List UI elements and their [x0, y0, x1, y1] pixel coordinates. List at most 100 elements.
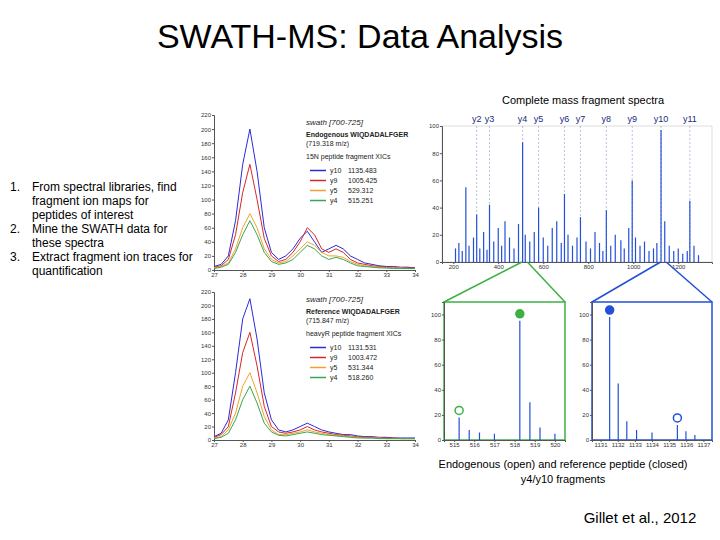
peak	[660, 130, 661, 262]
tick-label: 40	[434, 387, 441, 393]
peak	[694, 435, 695, 440]
slide-canvas: SWATH-MS: Data AnalysisEndogenous (open)…	[0, 0, 720, 540]
tick-label: 40	[204, 411, 211, 417]
tick: 40	[204, 239, 214, 245]
peak	[556, 221, 557, 262]
tick-mark	[212, 214, 214, 215]
fragment-label: y2	[472, 114, 482, 124]
peak	[468, 246, 469, 262]
tick-label: 20	[204, 253, 211, 259]
tick: 30	[297, 270, 304, 278]
xic-line	[214, 214, 415, 269]
legend-swatch	[310, 170, 326, 172]
legend-label: y9	[330, 354, 338, 362]
tick-label: 29	[269, 442, 276, 448]
fragment-label: y5	[534, 114, 544, 124]
tick: 100	[579, 312, 592, 318]
peak	[493, 242, 494, 262]
tick-label: 80	[434, 337, 441, 343]
tick: 80	[434, 337, 444, 343]
tick-label: 100	[201, 197, 212, 203]
tick: 29	[269, 270, 276, 278]
tick-label: 34	[412, 442, 419, 448]
annotation: heavyR peptide fragment XICs	[306, 330, 402, 338]
axis-line	[440, 127, 443, 263]
peak	[624, 248, 625, 262]
axis-line	[212, 116, 215, 271]
fragment-label: y9	[627, 114, 637, 124]
plot-area	[214, 129, 415, 269]
tick-label: 20	[434, 412, 441, 418]
step: 1.From spectral libraries, find fragment…	[10, 180, 194, 222]
peak	[465, 187, 466, 262]
peak	[501, 246, 502, 262]
tick: 140	[201, 169, 214, 175]
caption: y4/y10 fragments	[521, 473, 606, 485]
tick: 0	[436, 259, 442, 265]
tick-label: 80	[432, 151, 439, 157]
tick-mark	[212, 332, 214, 333]
peak	[529, 242, 530, 262]
fragment-label: y11	[683, 114, 697, 124]
tick-mark	[212, 305, 214, 306]
tick-mark	[590, 440, 592, 441]
tick: 1132	[612, 440, 626, 448]
tick-label: 520	[550, 442, 561, 448]
tick-label: 400	[494, 264, 505, 270]
fragment-label: y3	[485, 114, 495, 124]
tick: 20	[204, 424, 214, 430]
tick: 517	[490, 440, 501, 448]
tick-label: 60	[204, 225, 211, 231]
tick: 200	[201, 127, 214, 133]
tick-label: 516	[470, 442, 481, 448]
tick: 31	[326, 440, 333, 448]
peak	[685, 431, 686, 440]
tick: 1000	[627, 262, 641, 270]
fragment-label: y8	[602, 114, 612, 124]
legend-swatch	[310, 357, 326, 359]
peak	[689, 201, 690, 262]
tick: 60	[432, 178, 442, 184]
peak	[644, 242, 645, 262]
peak	[479, 248, 480, 262]
peak	[494, 434, 495, 440]
legend-mz: 1003.472	[348, 354, 377, 361]
peak	[462, 251, 463, 262]
tick-label: 60	[582, 362, 589, 368]
peak	[473, 238, 474, 262]
peak	[615, 235, 616, 262]
peak	[693, 246, 694, 262]
peak	[552, 228, 553, 262]
peak	[572, 246, 573, 262]
plot-frame	[592, 302, 712, 440]
tick-label: 28	[240, 442, 247, 448]
tick-label: 519	[530, 442, 541, 448]
peak	[564, 194, 565, 262]
annotation: (715.847 m/z)	[306, 317, 349, 325]
tick: 60	[204, 397, 214, 403]
zoom-connector	[527, 262, 565, 302]
peak-marker	[516, 310, 524, 318]
tick-label: 32	[355, 442, 362, 448]
xic-chart: 0204060801001201401601802002202728293031…	[201, 112, 420, 278]
tick: 33	[383, 270, 390, 278]
tick-label: 200	[201, 303, 212, 309]
tick-label: 140	[201, 343, 212, 349]
peak	[651, 432, 652, 440]
tick-label: 20	[582, 412, 589, 418]
tick: 0	[586, 437, 592, 443]
axis-line	[442, 303, 445, 441]
peak	[543, 238, 544, 262]
peak	[628, 228, 629, 262]
citation: Gillet et al., 2012	[584, 509, 697, 526]
tick-label: 30	[297, 272, 304, 278]
peak	[636, 430, 637, 440]
tick-label: 20	[204, 424, 211, 430]
tick: 29	[269, 440, 276, 448]
tick-label: 100	[579, 312, 590, 318]
tick: 100	[201, 370, 214, 376]
axis: 1131113211331134113511361137	[593, 440, 713, 448]
tick-label: 27	[211, 272, 218, 278]
peak	[476, 214, 477, 262]
tick-label: 517	[490, 442, 501, 448]
